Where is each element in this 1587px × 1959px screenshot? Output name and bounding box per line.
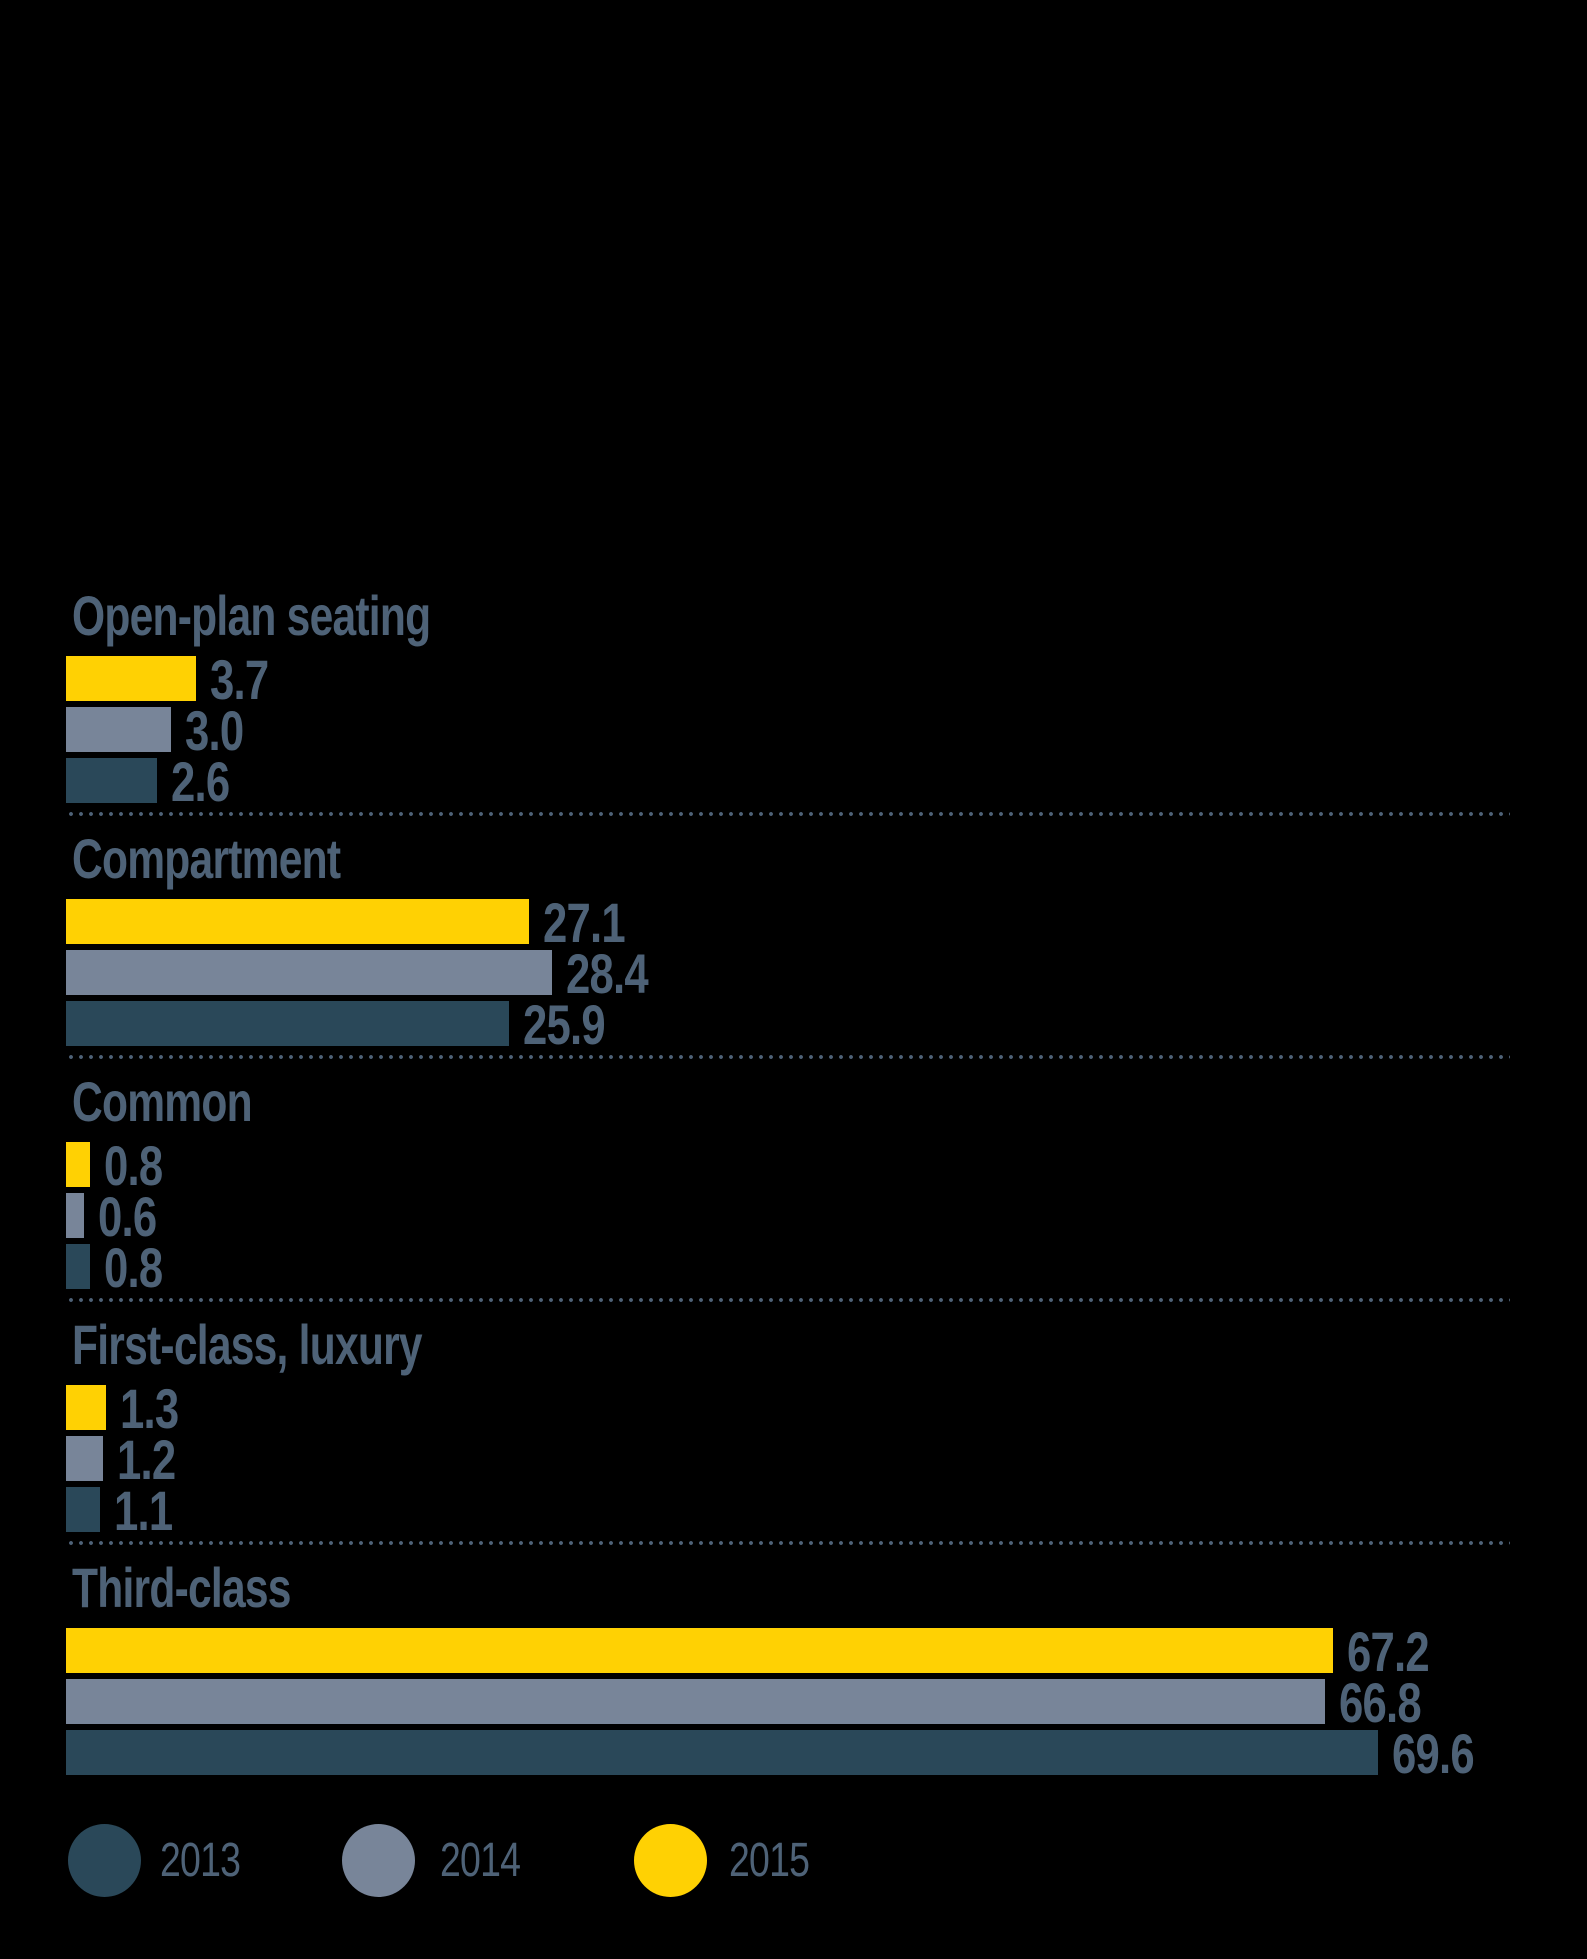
bar-group: Open-plan seating 3.7 3.0 2.6: [0, 588, 1587, 841]
bar-2014: [66, 1193, 84, 1238]
legend-dot-icon: [342, 1824, 415, 1897]
bar-group: First-class, luxury 1.3 1.2 1.1: [0, 1317, 1587, 1570]
legend-label: 2014: [440, 1834, 521, 1887]
category-label: Third-class: [72, 1556, 291, 1619]
value-label: 0.6: [98, 1185, 157, 1248]
dotted-separator: [66, 812, 1510, 816]
legend-dot-icon: [634, 1824, 707, 1897]
value-label: 3.7: [210, 648, 269, 711]
bar-2013: [66, 1487, 100, 1532]
value-label: 1.2: [117, 1428, 176, 1491]
value-label: 2.6: [171, 750, 230, 813]
value-label: 0.8: [104, 1134, 163, 1197]
bar-2014: [66, 1436, 103, 1481]
legend-dot-icon: [68, 1824, 141, 1897]
chart-legend: 2013 2014 2015: [0, 1824, 1587, 1914]
bar-group: Common 0.8 0.6 0.8: [0, 1074, 1587, 1327]
bar-group: Compartment 27.1 28.4 25.9: [0, 831, 1587, 1084]
bar-2013: [66, 1001, 509, 1046]
legend-label: 2013: [160, 1834, 241, 1887]
bar-2013: [66, 1730, 1378, 1775]
bar-2014: [66, 707, 171, 752]
legend-label: 2015: [729, 1834, 810, 1887]
bar-2013: [66, 758, 157, 803]
bar-2015: [66, 1628, 1333, 1673]
value-label: 28.4: [566, 942, 649, 1005]
bar-2015: [66, 1142, 90, 1187]
category-label: Common: [72, 1070, 253, 1133]
bar-2015: [66, 899, 529, 944]
dotted-separator: [66, 1055, 1510, 1059]
value-label: 27.1: [543, 891, 626, 954]
value-label: 0.8: [104, 1236, 163, 1299]
value-label: 1.3: [120, 1377, 179, 1440]
value-label: 1.1: [114, 1479, 173, 1542]
value-label: 69.6: [1392, 1722, 1475, 1785]
bar-2015: [66, 656, 196, 701]
dotted-separator: [66, 1541, 1510, 1545]
dotted-separator: [66, 1298, 1510, 1302]
value-label: 67.2: [1347, 1620, 1430, 1683]
bar-2014: [66, 950, 552, 995]
value-label: 66.8: [1339, 1671, 1422, 1734]
bar-group: Third-class 67.2 66.8 69.6: [0, 1560, 1587, 1813]
bar-2015: [66, 1385, 106, 1430]
category-label: Compartment: [72, 827, 341, 890]
category-label: Open-plan seating: [72, 584, 431, 647]
category-label: First-class, luxury: [72, 1313, 423, 1376]
bar-2013: [66, 1244, 90, 1289]
bar-2014: [66, 1679, 1325, 1724]
value-label: 3.0: [185, 699, 244, 762]
value-label: 25.9: [523, 993, 606, 1056]
